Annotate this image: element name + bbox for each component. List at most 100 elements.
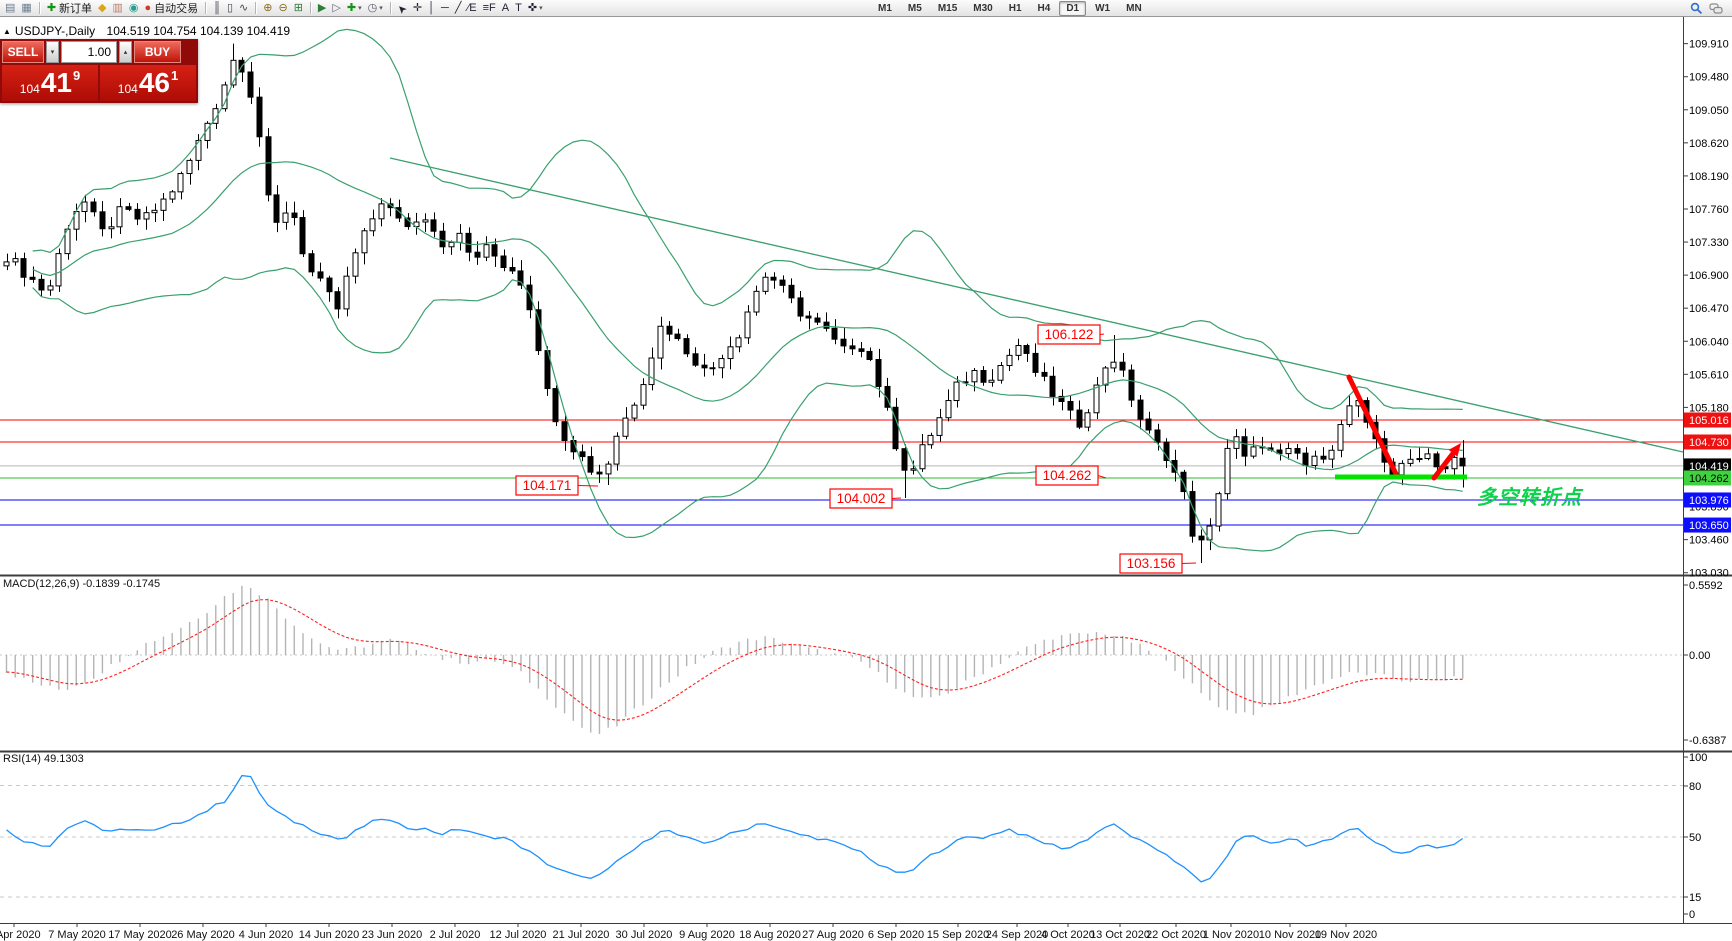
green-support-bar[interactable] bbox=[1335, 474, 1467, 480]
macd-signal-line bbox=[6, 599, 1463, 721]
red-up-arrow-shaft[interactable] bbox=[1431, 450, 1456, 481]
buy-button[interactable]: BUY bbox=[134, 41, 181, 63]
candle bbox=[1137, 399, 1144, 420]
red-arrow-head[interactable] bbox=[1448, 443, 1461, 457]
candle bbox=[1311, 455, 1318, 466]
candle bbox=[727, 346, 734, 360]
indicators-list-icon[interactable]: ✚ ▾ bbox=[344, 1, 365, 15]
descending-trendline[interactable] bbox=[389, 157, 1683, 453]
callout-box[interactable] bbox=[829, 488, 893, 509]
arrows-icon[interactable]: ✜ ▾ bbox=[525, 1, 546, 15]
auto-scroll-icon[interactable]: ▶ bbox=[315, 1, 329, 15]
equidistant-channel-icon[interactable]: ∕E bbox=[464, 1, 479, 15]
candle bbox=[1346, 405, 1353, 426]
toolbar: ▤ ▦ ✚ 新订单 ◆ ▥ ◉ ● 自动交易 ║ ▯ ∿ ⊕ ⊖ ⊞ ▶ ▷ ✚ ▾ ◷ ▾ ➤ ✛ │ ─ ╱ ∕E ≡F A T ✜ ▾ … bbox=[0, 0, 1732, 17]
rsi-label: RSI(14) 49.1303 bbox=[3, 753, 84, 765]
zoom-out-icon[interactable]: ⊖ bbox=[275, 1, 290, 15]
timeframe-H4[interactable]: H4 bbox=[1037, 2, 1051, 14]
chart-window-icon[interactable]: ▤ bbox=[2, 1, 18, 15]
volume-increase-button[interactable]: ▴ bbox=[119, 41, 132, 63]
timeframe-M5[interactable]: M5 bbox=[907, 2, 922, 14]
callout-box[interactable] bbox=[515, 475, 579, 496]
candle bbox=[770, 276, 777, 281]
annotation-text[interactable]: 多空转折点 bbox=[1477, 487, 1582, 509]
callout-box[interactable] bbox=[1037, 324, 1101, 345]
sell-price-big-figure: 104 bbox=[19, 82, 40, 96]
candle bbox=[884, 385, 891, 408]
volume-decrease-button[interactable]: ▾ bbox=[46, 41, 59, 63]
cursor-icon[interactable]: ➤ bbox=[394, 1, 410, 16]
collapse-icon[interactable]: ▲ bbox=[3, 27, 11, 36]
timeframe-W1[interactable]: W1 bbox=[1095, 2, 1111, 14]
candle bbox=[1320, 455, 1327, 460]
trendline-icon[interactable]: ╱ bbox=[452, 1, 465, 15]
market-watch-icon[interactable]: ▥ bbox=[110, 1, 126, 15]
timeframe-M30[interactable]: M30 bbox=[973, 2, 993, 14]
candle bbox=[160, 198, 167, 211]
chat-icon[interactable] bbox=[1706, 1, 1726, 15]
auto-trading-button[interactable]: ● 自动交易 bbox=[142, 1, 202, 16]
search-icon[interactable] bbox=[1687, 1, 1706, 15]
candle bbox=[797, 297, 804, 317]
candle bbox=[674, 333, 681, 340]
vertical-line-icon[interactable]: │ bbox=[425, 1, 438, 15]
candlestick-chart-icon[interactable]: ▯ bbox=[224, 1, 236, 15]
candle bbox=[823, 321, 830, 329]
candle bbox=[169, 191, 176, 200]
text-label-icon: T bbox=[515, 1, 522, 14]
candle bbox=[177, 173, 184, 193]
candle bbox=[134, 208, 141, 220]
chevron-down-icon: ▾ bbox=[358, 5, 362, 12]
text-icon[interactable]: A bbox=[499, 1, 512, 15]
timeframe-D1[interactable]: D1 bbox=[1059, 0, 1087, 16]
candle bbox=[299, 217, 306, 255]
callout-box[interactable] bbox=[1119, 553, 1183, 574]
level-badge-105.016 bbox=[1684, 412, 1731, 428]
line-chart-icon[interactable]: ∿ bbox=[236, 1, 251, 15]
profile-icon[interactable]: ◆ bbox=[95, 1, 109, 15]
sell-price[interactable]: 104 41 9 bbox=[2, 65, 98, 101]
volume-input[interactable] bbox=[61, 41, 117, 63]
timeframe-M1[interactable]: M1 bbox=[878, 2, 892, 14]
axis-tick-label: 106.470 bbox=[1689, 303, 1729, 315]
candle bbox=[762, 276, 769, 292]
bar-chart-icon[interactable]: ║ bbox=[210, 1, 224, 15]
candle bbox=[151, 209, 158, 214]
candle bbox=[20, 258, 27, 278]
buy-price-pips: 46 bbox=[138, 67, 170, 98]
date-label: 15 Sep 2020 bbox=[927, 929, 989, 941]
callout-box[interactable] bbox=[1035, 465, 1099, 486]
periods-icon[interactable]: ◷ ▾ bbox=[365, 1, 386, 15]
timeframe-H1[interactable]: H1 bbox=[1008, 2, 1022, 14]
profile-icon: ◆ bbox=[98, 1, 107, 14]
candle bbox=[1337, 424, 1344, 451]
candle bbox=[535, 309, 542, 352]
timeframe-M15[interactable]: M15 bbox=[937, 2, 958, 14]
candle bbox=[1433, 453, 1440, 468]
candle bbox=[552, 388, 559, 423]
level-badge-label: 104.419 bbox=[1689, 461, 1729, 473]
buy-price[interactable]: 104 46 1 bbox=[100, 65, 196, 101]
sell-button[interactable]: SELL bbox=[2, 41, 44, 63]
date-label: 26 May 2020 bbox=[171, 929, 235, 941]
candle bbox=[334, 291, 341, 310]
date-label: 2 Jul 2020 bbox=[430, 929, 481, 941]
chart-shift-icon[interactable]: ▷ bbox=[329, 1, 343, 15]
crosshair-icon[interactable]: ✛ bbox=[410, 1, 425, 15]
analyst-drawings[interactable] bbox=[1335, 374, 1467, 481]
expert-advisors-icon[interactable]: ◉ bbox=[126, 1, 142, 15]
candle bbox=[709, 367, 716, 370]
candle bbox=[1398, 462, 1405, 476]
tile-windows-icon[interactable]: ⊞ bbox=[291, 1, 306, 15]
data-window-icon[interactable]: ▦ bbox=[18, 1, 34, 15]
callout-connector bbox=[1181, 562, 1197, 564]
timeframe-MN[interactable]: MN bbox=[1126, 2, 1142, 14]
red-down-line[interactable] bbox=[1346, 374, 1400, 479]
horizontal-line-icon[interactable]: ─ bbox=[438, 1, 452, 15]
zoom-in-icon[interactable]: ⊕ bbox=[260, 1, 275, 15]
new-order-button[interactable]: ✚ 新订单 bbox=[44, 1, 95, 16]
fibonacci-icon[interactable]: ≡F bbox=[480, 1, 499, 15]
candle bbox=[1163, 441, 1170, 461]
candle bbox=[866, 350, 873, 360]
text-label-icon[interactable]: T bbox=[512, 1, 525, 15]
